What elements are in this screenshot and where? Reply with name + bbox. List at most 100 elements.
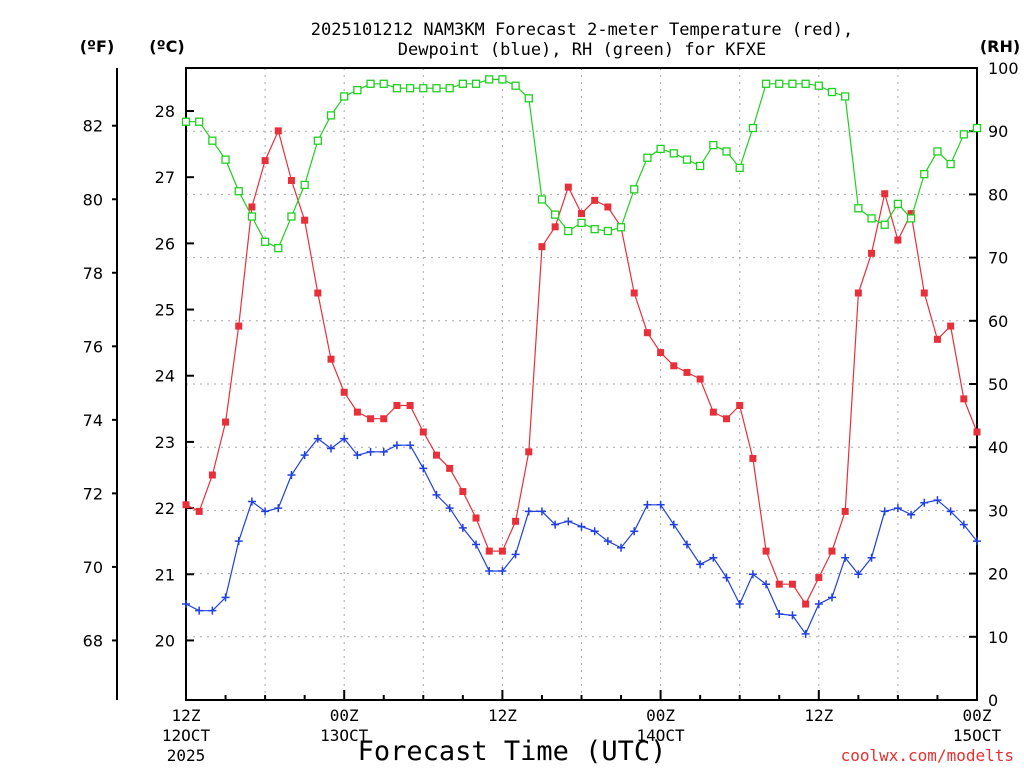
x-tick-label: 12Z: [172, 706, 201, 725]
temperature-point: [208, 471, 216, 479]
rh-point: [550, 210, 560, 219]
rh-point: [287, 212, 296, 221]
rh-point: [392, 84, 402, 93]
temperature-point: [802, 600, 810, 608]
rh-tick-label: 80: [988, 185, 1008, 204]
rh-point: [326, 111, 336, 120]
temperature-point: [353, 408, 361, 416]
dewpoint-point: [366, 447, 375, 456]
temperature-point: [446, 464, 454, 472]
rh-tick-label: 90: [988, 122, 1008, 141]
temperature-point: [657, 349, 665, 357]
rh-point: [419, 84, 428, 93]
dewpoint-point: [458, 523, 467, 532]
x-tick-label: 12Z: [488, 706, 517, 725]
rh-point: [208, 136, 217, 145]
x-tick-label: 00Z: [963, 706, 992, 725]
dewpoint-point: [603, 537, 612, 546]
rh-point: [880, 220, 889, 229]
rh-point: [696, 161, 705, 171]
dewpoint-point: [472, 540, 481, 549]
rh-point: [748, 123, 758, 133]
rh-tick-label: 10: [988, 628, 1008, 647]
rh-point: [274, 243, 283, 253]
dewpoint-point: [300, 451, 309, 460]
temperature-point: [723, 415, 731, 423]
chart-title-line1: 2025101212 NAM3KM Forecast 2-meter Tempe…: [311, 20, 853, 40]
data-series: [181, 75, 982, 638]
rh-point: [340, 92, 349, 101]
temperature-point: [314, 289, 322, 297]
x-tick-date: 13OCT: [320, 726, 369, 745]
dewpoint-point: [907, 510, 916, 519]
dewpoint-point: [261, 507, 270, 516]
temperature-point: [393, 402, 401, 410]
celsius-tick-label: 21: [155, 565, 175, 584]
dewpoint-point: [933, 496, 942, 505]
temperature-point: [287, 177, 295, 185]
fahrenheit-tick-label: 72: [83, 484, 103, 503]
rh-point: [709, 140, 718, 150]
temperature-point: [868, 249, 876, 257]
rh-point: [814, 81, 823, 90]
celsius-axis-label: (ºC): [149, 37, 184, 56]
series-2-meter-temperature: [182, 127, 981, 608]
temperature-point: [301, 216, 309, 224]
chart-title: 2025101212 NAM3KM Forecast 2-meter Tempe…: [311, 20, 853, 60]
rh-point: [959, 130, 968, 139]
dewpoint-point: [406, 441, 415, 450]
dewpoint-point: [630, 527, 639, 536]
dewpoint-point: [419, 464, 428, 473]
rh-point: [537, 195, 547, 204]
rh-point: [616, 223, 626, 232]
dewpoint-point: [392, 441, 401, 450]
rh-point: [656, 144, 665, 154]
dewpoint-point: [656, 500, 665, 509]
dewpoint-point: [682, 540, 691, 549]
temperature-point: [564, 183, 572, 191]
rh-point: [946, 159, 955, 169]
dewpoint-point: [973, 537, 981, 546]
temperature-point: [340, 388, 348, 396]
fahrenheit-tick-label: 74: [83, 411, 103, 430]
rh-point: [761, 79, 771, 88]
rh-point: [893, 199, 903, 209]
temperature-point: [327, 355, 335, 363]
rh-point: [841, 92, 850, 101]
temperature-point: [591, 196, 599, 204]
rh-axis-label: (RH): [980, 37, 1020, 56]
rh-point: [577, 218, 586, 227]
temperature-point: [261, 157, 269, 165]
dewpoint-point: [814, 600, 823, 609]
dewpoint-point: [775, 609, 784, 618]
dewpoint-point: [920, 498, 929, 507]
temperature-point: [367, 415, 375, 423]
fahrenheit-tick-label: 80: [83, 190, 103, 209]
temperature-point: [683, 368, 691, 376]
temperature-point: [709, 408, 717, 416]
rh-point: [972, 123, 982, 133]
celsius-tick-label: 20: [155, 631, 175, 650]
x-axis-title: Forecast Time (UTC): [358, 736, 667, 767]
temperature-point: [907, 210, 915, 218]
dewpoint-point: [524, 507, 533, 516]
dewpoint-point: [445, 504, 454, 513]
rh-point: [722, 147, 731, 156]
dewpoint-point: [893, 504, 902, 513]
fahrenheit-axis-label: (ºF): [80, 37, 115, 56]
rh-point: [827, 87, 837, 97]
temperature-point: [643, 329, 651, 337]
dewpoint-point: [498, 566, 507, 575]
dewpoint-point: [841, 553, 850, 562]
dewpoint-point: [617, 543, 626, 552]
rh-point: [234, 187, 243, 196]
temperature-point: [947, 322, 955, 330]
temperature-point: [235, 322, 243, 330]
rh-point: [933, 147, 942, 156]
dewpoint-point: [867, 553, 876, 562]
dewpoint-point: [353, 451, 362, 460]
dewpoint-point: [313, 434, 322, 443]
dewpoint-point: [247, 497, 256, 506]
dewpoint-point: [669, 520, 678, 529]
series-rh: [181, 75, 982, 253]
